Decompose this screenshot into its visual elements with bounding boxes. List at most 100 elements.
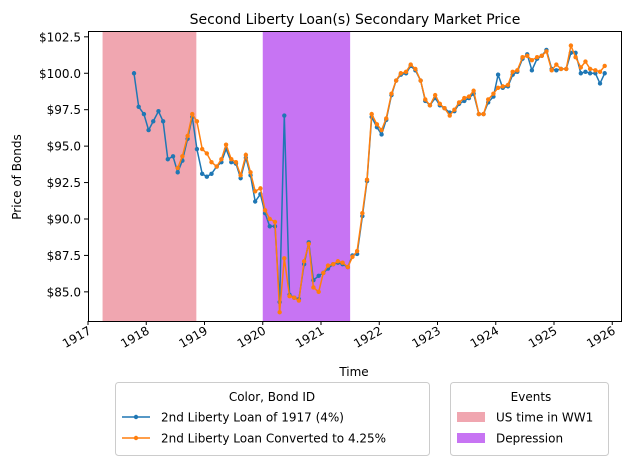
series-1-point-14 xyxy=(243,152,249,158)
series-legend-title: Color, Bond ID xyxy=(229,390,315,404)
series-1-point-54 xyxy=(437,101,443,107)
x-tick-label-9: 1926 xyxy=(584,323,617,350)
series-1-point-3 xyxy=(190,111,195,117)
series-1-point-31 xyxy=(325,263,331,268)
event-span-0 xyxy=(102,31,197,321)
series-0-point-16 xyxy=(209,171,214,177)
event-span-1 xyxy=(262,31,351,321)
series-1-point-84 xyxy=(583,59,588,64)
series-1-point-32 xyxy=(331,261,336,267)
series-0-point-25 xyxy=(252,199,258,204)
series-0-point-97 xyxy=(602,71,607,76)
series-1-point-11 xyxy=(229,157,234,162)
series-1-point-59 xyxy=(462,95,467,101)
series-0-point-2 xyxy=(141,111,147,117)
series-1-point-58 xyxy=(456,100,462,105)
series-1-point-46 xyxy=(398,71,404,76)
series-1-point-5 xyxy=(199,146,205,152)
series-1-point-28 xyxy=(311,285,316,290)
x-tick-label-7: 1924 xyxy=(468,323,501,350)
series-0-point-1 xyxy=(136,104,141,109)
series-1-point-85 xyxy=(587,66,593,72)
series-1-point-65 xyxy=(491,91,496,96)
series-1-point-68 xyxy=(505,82,511,88)
series-1-point-44 xyxy=(389,91,394,96)
x-tick-label-5: 1922 xyxy=(351,323,384,350)
x-tick-label-1: 1918 xyxy=(118,323,151,350)
series-1-point-62 xyxy=(476,111,482,117)
series-1-point-26 xyxy=(301,259,307,264)
series-0-point-0 xyxy=(131,71,137,76)
series-1-point-22 xyxy=(282,256,287,261)
series-0-point-92 xyxy=(578,71,584,76)
series-1-point-33 xyxy=(335,259,341,264)
series-legend-label-0: 2nd Liberty Loan of 1917 (4%) xyxy=(161,411,344,425)
series-1-point-70 xyxy=(515,68,520,73)
series-1-point-61 xyxy=(471,88,476,93)
series-0 xyxy=(131,47,607,305)
series-1-point-56 xyxy=(447,113,452,118)
series-1-point-18 xyxy=(262,208,268,213)
events-legend-box xyxy=(450,382,609,456)
series-1-point-48 xyxy=(408,62,413,67)
series-0-point-87 xyxy=(554,68,559,73)
series-1-point-38 xyxy=(360,210,365,216)
series-0-point-28 xyxy=(267,224,272,229)
series-0-point-94 xyxy=(587,71,593,76)
events-legend-swatch-1 xyxy=(457,433,485,443)
x-tick-label-8: 1925 xyxy=(526,323,559,350)
series-legend-box xyxy=(115,382,430,456)
series-1-point-55 xyxy=(442,106,447,111)
series-1-point-86 xyxy=(593,68,598,73)
series-1-point-15 xyxy=(248,170,253,175)
series-1-point-7 xyxy=(209,159,214,165)
y-tick-label-4: $95.0 xyxy=(47,140,81,154)
series-1-point-71 xyxy=(520,55,525,60)
series-legend-marker-0 xyxy=(133,414,139,420)
series-0-point-4 xyxy=(151,119,156,124)
series-0-point-93 xyxy=(583,69,588,75)
series-1-point-57 xyxy=(452,107,457,112)
series-0-point-96 xyxy=(597,81,603,86)
series-legend: Color, Bond ID 2nd Liberty Loan of 1917 … xyxy=(115,382,430,456)
y-tick-label-0: $85.0 xyxy=(47,285,81,299)
series-1-point-16 xyxy=(252,189,258,194)
series-1-point-24 xyxy=(292,295,297,300)
events-legend-entries: US time in WW1 Depression xyxy=(457,411,593,446)
series-1-point-53 xyxy=(432,92,438,98)
series-1-point-19 xyxy=(267,216,272,222)
y-tick-label-1: $87.5 xyxy=(47,249,81,263)
events-legend-swatch-0 xyxy=(457,412,485,422)
series-1-point-88 xyxy=(602,63,607,69)
series-1-point-4 xyxy=(194,119,200,124)
series-0-point-7 xyxy=(165,157,171,162)
series-1-point-8 xyxy=(214,164,219,169)
series-1-point-17 xyxy=(258,186,263,191)
series-0-point-8 xyxy=(170,154,176,159)
y-tick-label-2: $90.0 xyxy=(47,212,81,226)
series-1-point-50 xyxy=(418,78,423,83)
x-tick-label-4: 1921 xyxy=(293,323,326,350)
series-1-point-27 xyxy=(306,241,311,246)
series-1-point-36 xyxy=(350,254,355,260)
series-legend-label-1: 2nd Liberty Loan Converted to 4.25% xyxy=(161,432,386,446)
event-spans xyxy=(102,31,351,321)
series-1-point-35 xyxy=(345,264,351,270)
events-legend: Events US time in WW1 Depression xyxy=(450,382,609,456)
events-legend-label-0: US time in WW1 xyxy=(496,411,593,425)
series-0-point-75 xyxy=(495,72,501,77)
series-1-point-51 xyxy=(423,97,428,102)
series-1-point-47 xyxy=(403,69,409,75)
series-1-point-39 xyxy=(364,177,370,182)
events-legend-title: Events xyxy=(511,390,552,404)
chart-title: Second Liberty Loan(s) Secondary Market … xyxy=(190,12,521,28)
series-1-point-37 xyxy=(354,248,360,254)
series-0-point-14 xyxy=(199,171,205,177)
y-tick-label-5: $97.5 xyxy=(47,103,81,117)
series-1-point-29 xyxy=(316,289,321,295)
series-legend-marker-1 xyxy=(133,435,139,441)
series-1-point-13 xyxy=(238,173,243,178)
series-line-0 xyxy=(133,48,606,303)
y-tick-label-3: $92.5 xyxy=(47,176,81,190)
series-0-point-15 xyxy=(204,174,210,179)
